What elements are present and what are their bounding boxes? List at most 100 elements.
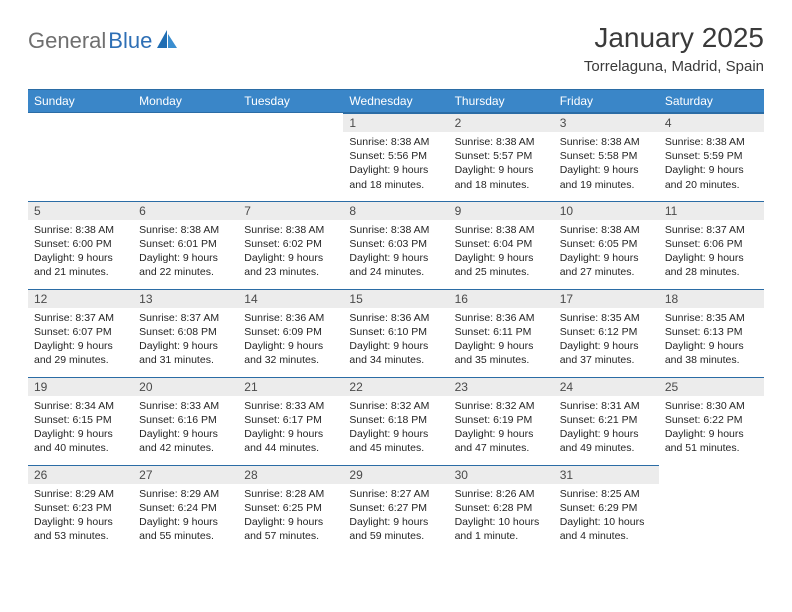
day-number: 4: [659, 113, 764, 132]
page-title: January 2025: [584, 22, 764, 54]
day-number: 26: [28, 465, 133, 484]
calendar-day-cell: 12Sunrise: 8:37 AMSunset: 6:07 PMDayligh…: [28, 289, 133, 377]
calendar-day-cell: 4Sunrise: 8:38 AMSunset: 5:59 PMDaylight…: [659, 113, 764, 201]
weekday-header: Wednesday: [343, 90, 448, 113]
day-details: Sunrise: 8:33 AMSunset: 6:17 PMDaylight:…: [238, 396, 343, 459]
day-details: Sunrise: 8:38 AMSunset: 6:03 PMDaylight:…: [343, 220, 448, 283]
calendar-table: SundayMondayTuesdayWednesdayThursdayFrid…: [28, 89, 764, 553]
calendar-day-cell: 9Sunrise: 8:38 AMSunset: 6:04 PMDaylight…: [449, 201, 554, 289]
day-details: Sunrise: 8:38 AMSunset: 6:00 PMDaylight:…: [28, 220, 133, 283]
day-details: Sunrise: 8:25 AMSunset: 6:29 PMDaylight:…: [554, 484, 659, 547]
calendar-day-cell: 20Sunrise: 8:33 AMSunset: 6:16 PMDayligh…: [133, 377, 238, 465]
day-details: Sunrise: 8:32 AMSunset: 6:18 PMDaylight:…: [343, 396, 448, 459]
day-number: 28: [238, 465, 343, 484]
calendar-day-cell: 23Sunrise: 8:32 AMSunset: 6:19 PMDayligh…: [449, 377, 554, 465]
calendar-day-cell: 25Sunrise: 8:30 AMSunset: 6:22 PMDayligh…: [659, 377, 764, 465]
day-details: Sunrise: 8:32 AMSunset: 6:19 PMDaylight:…: [449, 396, 554, 459]
day-details: Sunrise: 8:33 AMSunset: 6:16 PMDaylight:…: [133, 396, 238, 459]
day-number: 15: [343, 289, 448, 308]
day-number: 31: [554, 465, 659, 484]
day-details: Sunrise: 8:38 AMSunset: 5:59 PMDaylight:…: [659, 132, 764, 195]
calendar-day-cell: 29Sunrise: 8:27 AMSunset: 6:27 PMDayligh…: [343, 465, 448, 553]
day-details: Sunrise: 8:37 AMSunset: 6:08 PMDaylight:…: [133, 308, 238, 371]
calendar-day-cell: 31Sunrise: 8:25 AMSunset: 6:29 PMDayligh…: [554, 465, 659, 553]
day-number: 27: [133, 465, 238, 484]
day-details: Sunrise: 8:38 AMSunset: 6:01 PMDaylight:…: [133, 220, 238, 283]
day-number: 22: [343, 377, 448, 396]
weekday-header: Sunday: [28, 90, 133, 113]
calendar-day-cell: 19Sunrise: 8:34 AMSunset: 6:15 PMDayligh…: [28, 377, 133, 465]
calendar-day-cell: 26Sunrise: 8:29 AMSunset: 6:23 PMDayligh…: [28, 465, 133, 553]
day-number: 9: [449, 201, 554, 220]
day-details: Sunrise: 8:27 AMSunset: 6:27 PMDaylight:…: [343, 484, 448, 547]
title-block: January 2025 Torrelaguna, Madrid, Spain: [584, 22, 764, 75]
weekday-header: Thursday: [449, 90, 554, 113]
calendar-week-row: 12Sunrise: 8:37 AMSunset: 6:07 PMDayligh…: [28, 289, 764, 377]
day-number: 3: [554, 113, 659, 132]
day-details: Sunrise: 8:38 AMSunset: 5:58 PMDaylight:…: [554, 132, 659, 195]
day-number: 14: [238, 289, 343, 308]
header: GeneralBlue January 2025 Torrelaguna, Ma…: [28, 22, 764, 75]
location-subtitle: Torrelaguna, Madrid, Spain: [584, 58, 764, 75]
day-number: 5: [28, 201, 133, 220]
calendar-day-cell: 0: [133, 113, 238, 201]
calendar-day-cell: 27Sunrise: 8:29 AMSunset: 6:24 PMDayligh…: [133, 465, 238, 553]
day-details: Sunrise: 8:35 AMSunset: 6:12 PMDaylight:…: [554, 308, 659, 371]
day-details: Sunrise: 8:38 AMSunset: 6:02 PMDaylight:…: [238, 220, 343, 283]
day-details: Sunrise: 8:36 AMSunset: 6:10 PMDaylight:…: [343, 308, 448, 371]
day-number: 19: [28, 377, 133, 396]
day-details: Sunrise: 8:38 AMSunset: 5:56 PMDaylight:…: [343, 132, 448, 195]
calendar-body: 0 0 0 1Sunrise: 8:38 AMSunset: 5:56 PMDa…: [28, 113, 764, 553]
weekday-header: Monday: [133, 90, 238, 113]
day-details: Sunrise: 8:37 AMSunset: 6:06 PMDaylight:…: [659, 220, 764, 283]
day-number: 12: [28, 289, 133, 308]
day-details: Sunrise: 8:29 AMSunset: 6:23 PMDaylight:…: [28, 484, 133, 547]
day-number: 7: [238, 201, 343, 220]
day-number: 8: [343, 201, 448, 220]
day-details: Sunrise: 8:28 AMSunset: 6:25 PMDaylight:…: [238, 484, 343, 547]
calendar-day-cell: 14Sunrise: 8:36 AMSunset: 6:09 PMDayligh…: [238, 289, 343, 377]
calendar-day-cell: 17Sunrise: 8:35 AMSunset: 6:12 PMDayligh…: [554, 289, 659, 377]
day-number: 10: [554, 201, 659, 220]
logo-text-general: General: [28, 28, 106, 54]
calendar-day-cell: 0: [238, 113, 343, 201]
weekday-header: Friday: [554, 90, 659, 113]
day-details: Sunrise: 8:29 AMSunset: 6:24 PMDaylight:…: [133, 484, 238, 547]
day-number: 11: [659, 201, 764, 220]
weekday-header: Saturday: [659, 90, 764, 113]
day-details: Sunrise: 8:36 AMSunset: 6:11 PMDaylight:…: [449, 308, 554, 371]
day-number: 21: [238, 377, 343, 396]
calendar-day-cell: 3Sunrise: 8:38 AMSunset: 5:58 PMDaylight…: [554, 113, 659, 201]
day-number: 2: [449, 113, 554, 132]
calendar-day-cell: 6Sunrise: 8:38 AMSunset: 6:01 PMDaylight…: [133, 201, 238, 289]
day-number: 6: [133, 201, 238, 220]
day-details: Sunrise: 8:31 AMSunset: 6:21 PMDaylight:…: [554, 396, 659, 459]
calendar-day-cell: 1Sunrise: 8:38 AMSunset: 5:56 PMDaylight…: [343, 113, 448, 201]
calendar-week-row: 19Sunrise: 8:34 AMSunset: 6:15 PMDayligh…: [28, 377, 764, 465]
calendar-day-cell: 18Sunrise: 8:35 AMSunset: 6:13 PMDayligh…: [659, 289, 764, 377]
weekday-header: Tuesday: [238, 90, 343, 113]
calendar-week-row: 26Sunrise: 8:29 AMSunset: 6:23 PMDayligh…: [28, 465, 764, 553]
day-number: 25: [659, 377, 764, 396]
day-details: Sunrise: 8:36 AMSunset: 6:09 PMDaylight:…: [238, 308, 343, 371]
calendar-day-cell: 10Sunrise: 8:38 AMSunset: 6:05 PMDayligh…: [554, 201, 659, 289]
day-details: Sunrise: 8:34 AMSunset: 6:15 PMDaylight:…: [28, 396, 133, 459]
calendar-day-cell: 11Sunrise: 8:37 AMSunset: 6:06 PMDayligh…: [659, 201, 764, 289]
day-details: Sunrise: 8:26 AMSunset: 6:28 PMDaylight:…: [449, 484, 554, 547]
logo-text-blue: Blue: [108, 28, 152, 54]
logo: GeneralBlue: [28, 22, 178, 54]
day-details: Sunrise: 8:30 AMSunset: 6:22 PMDaylight:…: [659, 396, 764, 459]
day-details: Sunrise: 8:38 AMSunset: 6:05 PMDaylight:…: [554, 220, 659, 283]
calendar-day-cell: 0: [28, 113, 133, 201]
day-number: 20: [133, 377, 238, 396]
calendar-week-row: 5Sunrise: 8:38 AMSunset: 6:00 PMDaylight…: [28, 201, 764, 289]
calendar-day-cell: 7Sunrise: 8:38 AMSunset: 6:02 PMDaylight…: [238, 201, 343, 289]
calendar-day-cell: 22Sunrise: 8:32 AMSunset: 6:18 PMDayligh…: [343, 377, 448, 465]
day-number: 13: [133, 289, 238, 308]
calendar-day-cell: 16Sunrise: 8:36 AMSunset: 6:11 PMDayligh…: [449, 289, 554, 377]
day-details: Sunrise: 8:38 AMSunset: 6:04 PMDaylight:…: [449, 220, 554, 283]
calendar-day-cell: 2Sunrise: 8:38 AMSunset: 5:57 PMDaylight…: [449, 113, 554, 201]
calendar-day-cell: 13Sunrise: 8:37 AMSunset: 6:08 PMDayligh…: [133, 289, 238, 377]
calendar-day-cell: 15Sunrise: 8:36 AMSunset: 6:10 PMDayligh…: [343, 289, 448, 377]
day-details: Sunrise: 8:35 AMSunset: 6:13 PMDaylight:…: [659, 308, 764, 371]
